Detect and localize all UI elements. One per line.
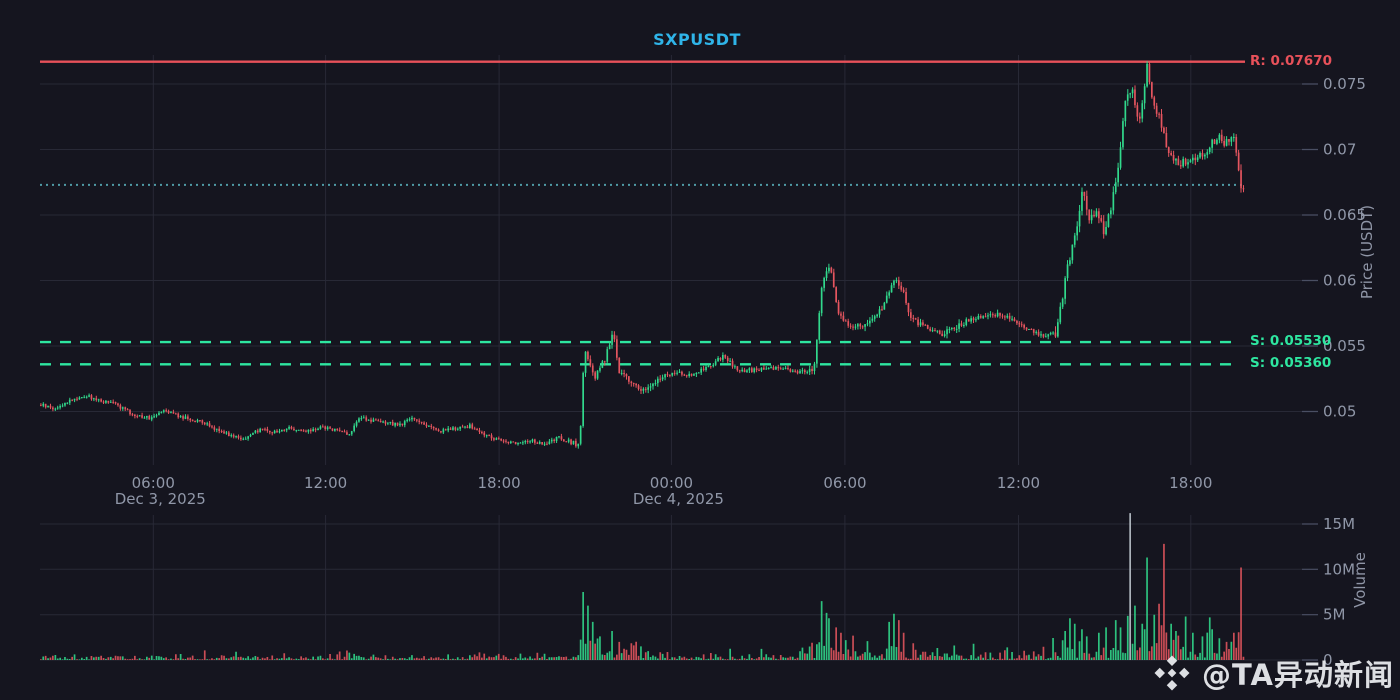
- svg-text:Dec 4, 2025: Dec 4, 2025: [633, 490, 724, 508]
- svg-text:10M: 10M: [1323, 560, 1355, 578]
- svg-text:0.065: 0.065: [1323, 206, 1366, 224]
- watermark: @TA异动新闻: [1151, 652, 1394, 694]
- svg-text:0: 0: [1323, 651, 1333, 669]
- svg-text:15M: 15M: [1323, 515, 1355, 533]
- support-label-2: S: 0.05360: [1250, 355, 1332, 372]
- svg-text:0.07: 0.07: [1323, 141, 1356, 159]
- binance-diamond-logo-icon: [1151, 652, 1193, 694]
- chart-title: SXPUSDT: [653, 30, 741, 49]
- svg-text:18:00: 18:00: [477, 474, 520, 492]
- svg-text:00:00: 00:00: [650, 474, 693, 492]
- resistance-label: R: 0.07670: [1250, 52, 1332, 69]
- svg-text:5M: 5M: [1323, 606, 1346, 624]
- svg-text:0.075: 0.075: [1323, 75, 1366, 93]
- volume-axis-title: Volume: [1351, 552, 1369, 608]
- svg-text:Dec 3, 2025: Dec 3, 2025: [115, 490, 206, 508]
- watermark-text: @TA异动新闻: [1202, 658, 1394, 692]
- price-axis-title: Price (USDT): [1358, 204, 1376, 300]
- svg-text:06:00: 06:00: [823, 474, 866, 492]
- svg-text:0.055: 0.055: [1323, 337, 1366, 355]
- svg-text:0.05: 0.05: [1323, 403, 1356, 421]
- svg-text:12:00: 12:00: [997, 474, 1040, 492]
- svg-text:06:00: 06:00: [132, 474, 175, 492]
- svg-text:18:00: 18:00: [1169, 474, 1212, 492]
- svg-text:0.06: 0.06: [1323, 272, 1356, 290]
- svg-text:12:00: 12:00: [304, 474, 347, 492]
- support-label-1: S: 0.05530: [1250, 333, 1332, 350]
